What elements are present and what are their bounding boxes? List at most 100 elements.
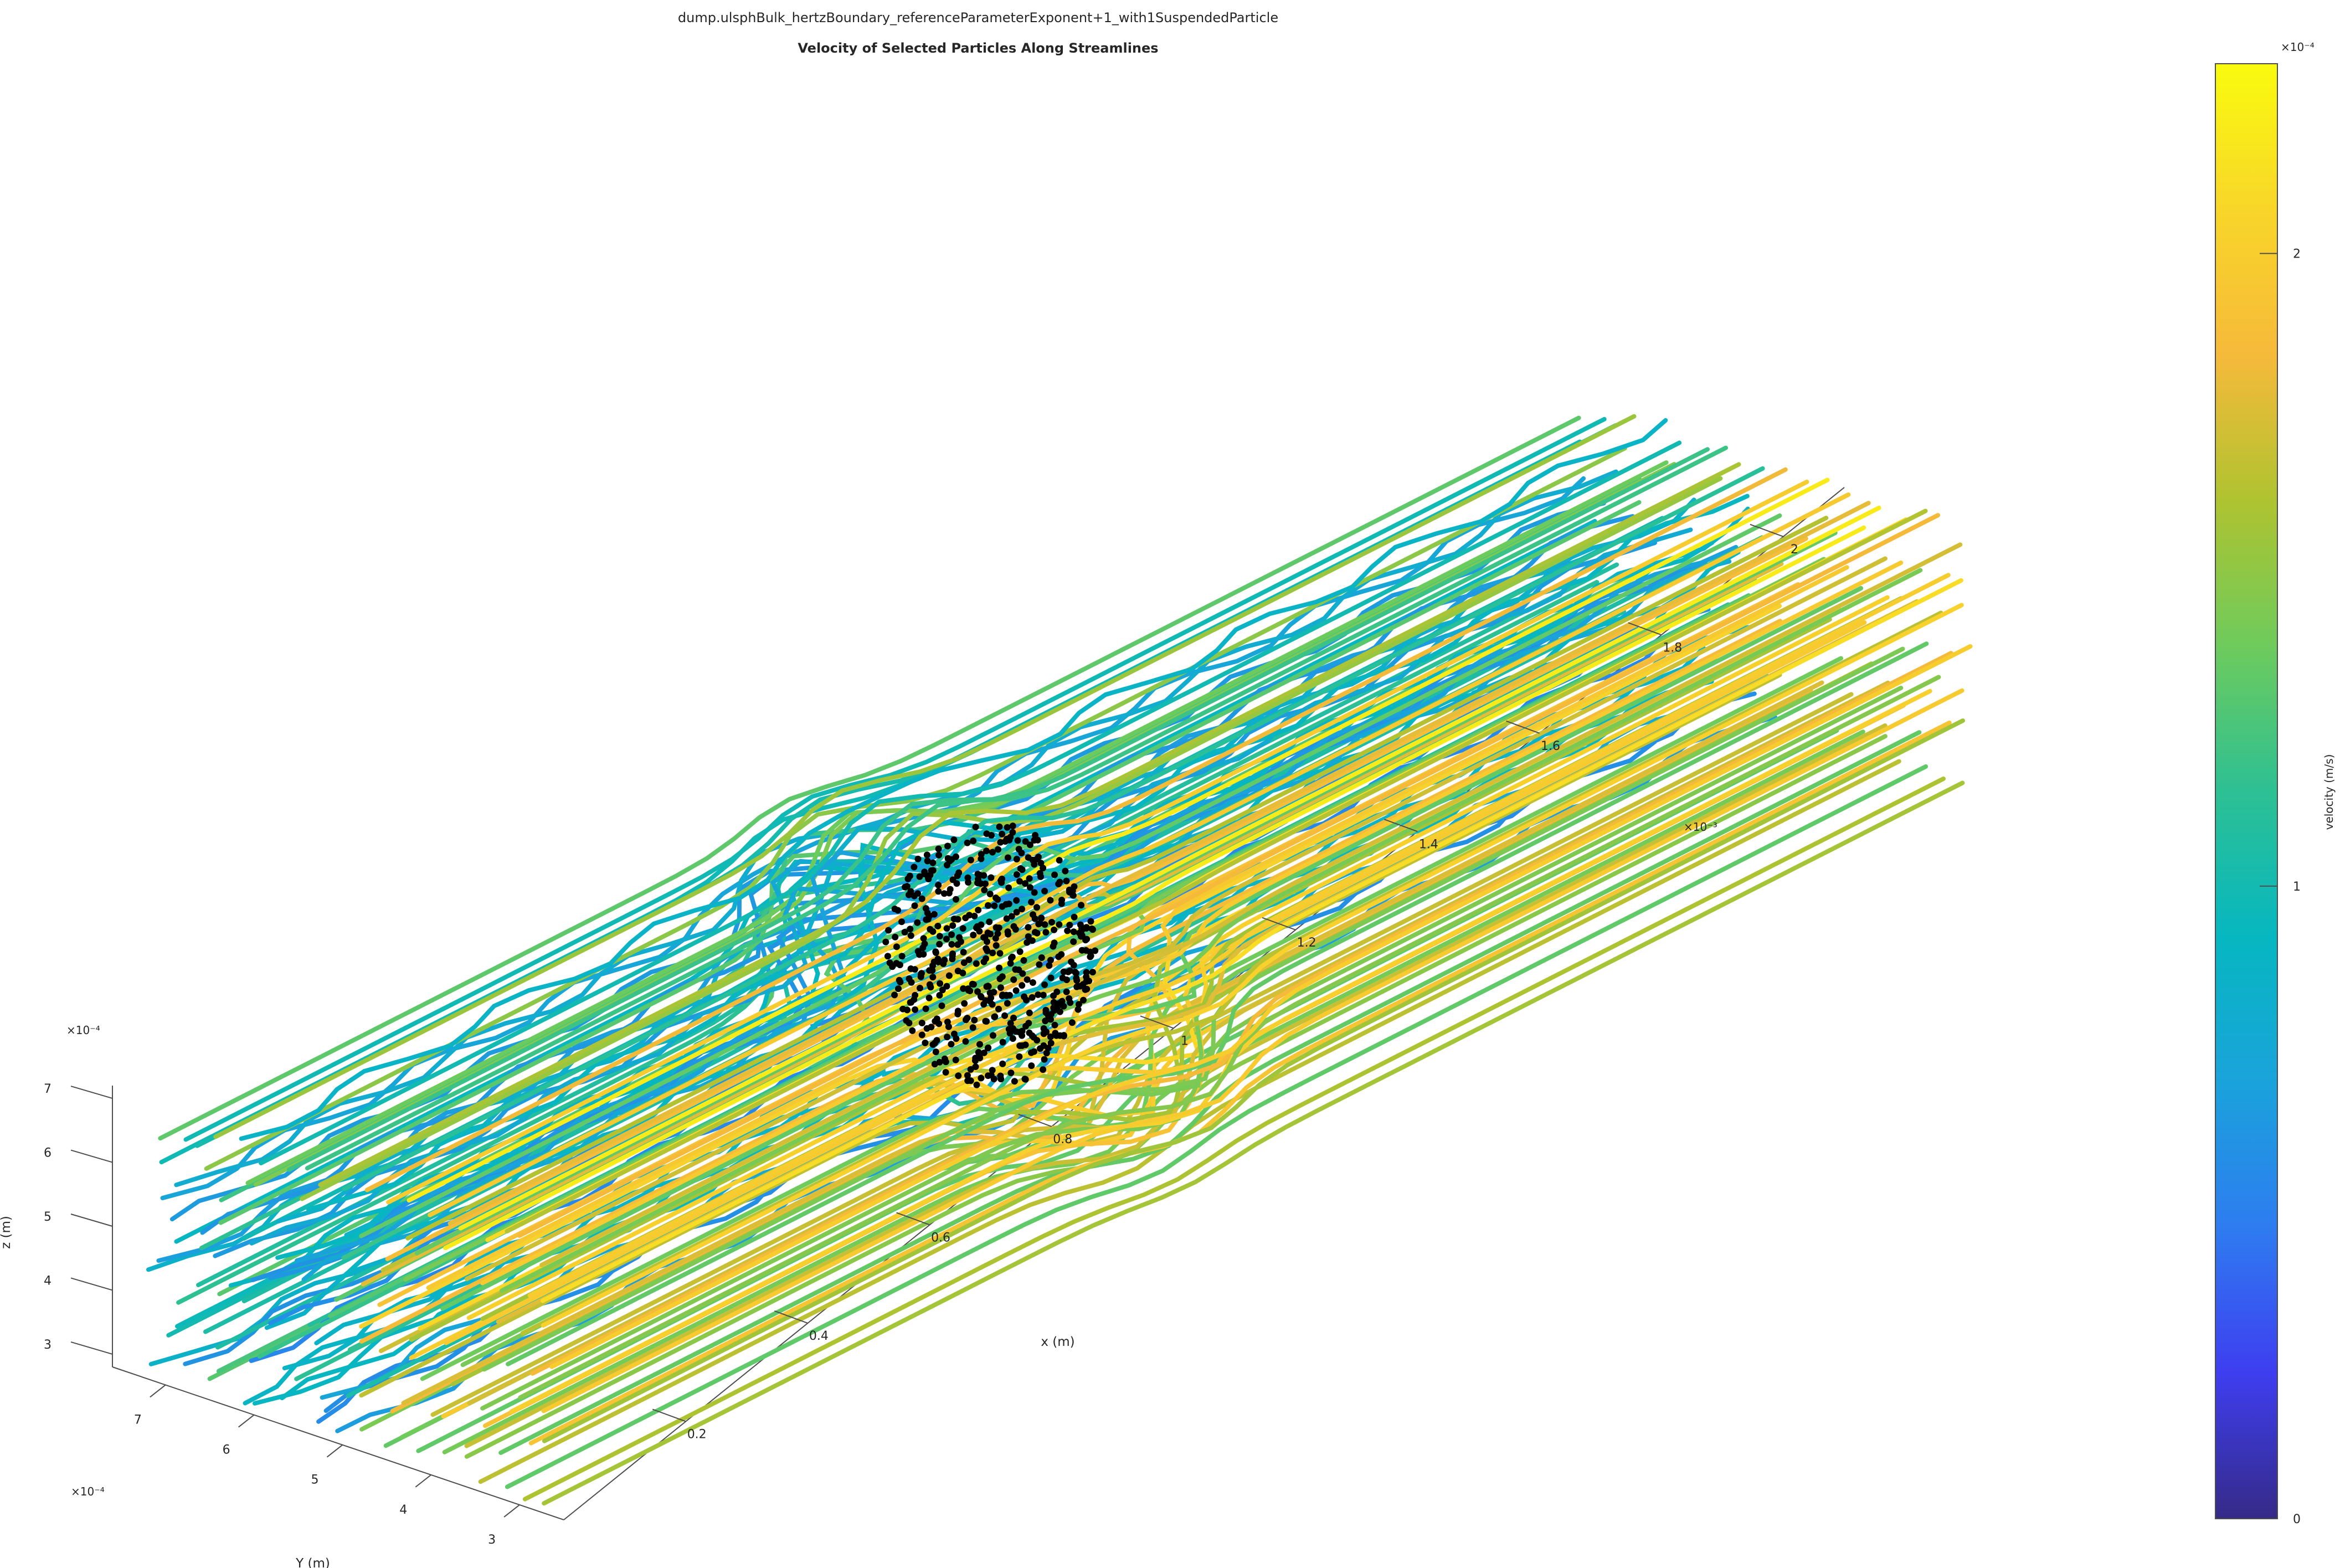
streamline: [443, 525, 1866, 1251]
particle-point: [927, 984, 934, 991]
streamline: [530, 651, 1953, 1376]
particle-point: [1041, 887, 1048, 894]
particle-point: [943, 935, 950, 943]
particle-point: [1051, 871, 1058, 878]
z-ticks: 3 4 5 6 7: [44, 1082, 113, 1355]
particle-point: [999, 1060, 1006, 1067]
particle-point: [1004, 824, 1011, 831]
particle-point: [1083, 969, 1090, 976]
particle-point: [942, 1058, 949, 1066]
y-axis-label: Y (m): [295, 1556, 330, 1568]
particle-point: [896, 976, 903, 984]
particle-point: [999, 830, 1006, 837]
particle-point: [1046, 962, 1053, 969]
colorbar-label: velocity (m/s): [2322, 754, 2336, 830]
particle-point: [891, 991, 898, 999]
streamline: [359, 604, 1782, 1329]
particle-point: [981, 887, 988, 893]
particle-point: [1025, 1020, 1032, 1027]
streamline: [518, 675, 1941, 1400]
particle-point: [1038, 954, 1045, 961]
particle-point: [953, 853, 959, 860]
particle-point: [982, 997, 989, 1004]
particle-point: [1011, 1078, 1018, 1085]
particle-point: [898, 953, 906, 960]
particle-point: [948, 1041, 955, 1048]
particle-point: [1037, 860, 1045, 867]
streamline: [505, 508, 1928, 1234]
particle-point: [961, 1000, 968, 1007]
particle-point: [1033, 904, 1040, 911]
particle-point: [1012, 987, 1020, 994]
particle-point: [921, 868, 928, 876]
particle-point: [1019, 1027, 1026, 1035]
colorbar-tick-label: 2: [2293, 248, 2301, 261]
suspended-particle: [882, 822, 1099, 1088]
y-tick-mark: [415, 1474, 431, 1488]
particle-point: [907, 965, 914, 972]
particle-point: [986, 891, 994, 898]
particle-point: [922, 1039, 929, 1046]
particle-point: [1042, 929, 1050, 936]
particle-point: [1037, 873, 1044, 880]
particle-point: [978, 921, 985, 928]
y-tick-mark: [238, 1414, 255, 1428]
particle-point: [999, 973, 1006, 980]
particle-point: [952, 1056, 959, 1063]
particle-point: [1037, 1045, 1043, 1052]
particle-point: [1047, 897, 1054, 904]
particle-point: [1006, 1030, 1014, 1037]
streamline: [401, 680, 1824, 1406]
particle-point: [972, 824, 979, 831]
particle-point: [1047, 1016, 1054, 1023]
particle-point: [1089, 926, 1096, 933]
particle-point: [1051, 1021, 1058, 1029]
streamline: [239, 418, 1668, 1141]
particle-point: [918, 1020, 925, 1026]
particle-point: [928, 867, 935, 874]
particle-point: [945, 972, 953, 979]
particle-point: [914, 919, 921, 926]
x-tick-mark: [1750, 523, 1784, 537]
particle-point: [995, 846, 1002, 853]
z-axis-label: z (m): [0, 1216, 13, 1249]
particle-point: [1082, 937, 1089, 944]
streamline: [442, 729, 1865, 1454]
particle-point: [1024, 976, 1031, 983]
particle-point: [986, 918, 993, 926]
particle-point: [906, 872, 913, 880]
particle-point: [1016, 878, 1023, 885]
particle-point: [911, 902, 918, 909]
particle-point: [1028, 937, 1036, 944]
particle-point: [980, 1049, 988, 1056]
particle-point: [996, 964, 1003, 971]
z-tick-label: 5: [44, 1210, 52, 1224]
particle-point: [1019, 906, 1026, 913]
particle-point: [1026, 841, 1033, 849]
particle-point: [989, 849, 996, 856]
colorbar-tick-label: 0: [2293, 1513, 2301, 1526]
particle-point: [1024, 939, 1031, 946]
particle-point: [983, 945, 990, 952]
particle-point: [935, 882, 942, 888]
particle-point: [953, 880, 960, 887]
particle-point: [954, 968, 961, 975]
particle-point: [907, 926, 914, 933]
particle-point: [911, 863, 918, 871]
streamline: [541, 603, 1964, 1328]
streamline: [359, 513, 1782, 1238]
particle-point: [1050, 943, 1057, 950]
streamline: [498, 730, 1922, 1455]
streamline: [527, 573, 1951, 1298]
particle-point: [1016, 1042, 1024, 1049]
particle-point: [996, 823, 1003, 830]
particle-point: [1030, 911, 1036, 918]
x-tick-mark: [1262, 917, 1296, 930]
particle-point: [938, 1002, 945, 1009]
particle-point: [1073, 969, 1079, 976]
x-tick-label: 1.2: [1297, 936, 1316, 950]
particle-point: [983, 847, 990, 855]
particle-point: [1033, 856, 1040, 863]
particle-point: [1028, 994, 1036, 1001]
particle-point: [988, 994, 995, 1001]
